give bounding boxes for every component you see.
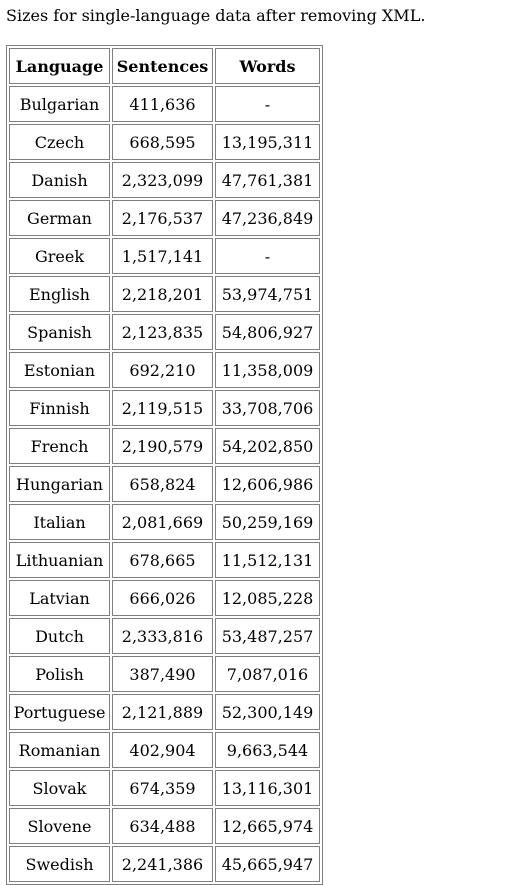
sentences-cell: 402,904	[112, 732, 213, 768]
sentences-cell: 692,210	[112, 352, 213, 388]
table-row: French 2,190,579 54,202,850	[9, 428, 320, 464]
table-row: Finnish 2,119,515 33,708,706	[9, 390, 320, 426]
words-cell: 47,236,849	[215, 200, 320, 236]
sentences-cell: 2,323,099	[112, 162, 213, 198]
language-cell: Latvian	[9, 580, 110, 616]
language-cell: Danish	[9, 162, 110, 198]
words-cell: 54,806,927	[215, 314, 320, 350]
table-row: Slovak 674,359 13,116,301	[9, 770, 320, 806]
language-cell: Estonian	[9, 352, 110, 388]
column-header-sentences: Sentences	[112, 48, 213, 84]
words-cell: -	[215, 238, 320, 274]
sentences-cell: 2,190,579	[112, 428, 213, 464]
language-cell: Greek	[9, 238, 110, 274]
sentences-cell: 1,517,141	[112, 238, 213, 274]
language-cell: Spanish	[9, 314, 110, 350]
sentences-cell: 634,488	[112, 808, 213, 844]
words-cell: 33,708,706	[215, 390, 320, 426]
words-cell: 12,665,974	[215, 808, 320, 844]
words-cell: -	[215, 86, 320, 122]
table-row: Latvian 666,026 12,085,228	[9, 580, 320, 616]
table-row: Spanish 2,123,835 54,806,927	[9, 314, 320, 350]
sentences-cell: 2,121,889	[112, 694, 213, 730]
language-cell: Polish	[9, 656, 110, 692]
words-cell: 11,512,131	[215, 542, 320, 578]
words-cell: 53,974,751	[215, 276, 320, 312]
table-row: Czech 668,595 13,195,311	[9, 124, 320, 160]
sentences-cell: 658,824	[112, 466, 213, 502]
sentences-cell: 2,218,201	[112, 276, 213, 312]
language-cell: Bulgarian	[9, 86, 110, 122]
column-header-language: Language	[9, 48, 110, 84]
table-row: Italian 2,081,669 50,259,169	[9, 504, 320, 540]
table-row: Lithuanian 678,665 11,512,131	[9, 542, 320, 578]
words-cell: 12,606,986	[215, 466, 320, 502]
table-header-row: Language Sentences Words	[9, 48, 320, 84]
table-row: Danish 2,323,099 47,761,381	[9, 162, 320, 198]
table-row: Estonian 692,210 11,358,009	[9, 352, 320, 388]
language-cell: Swedish	[9, 846, 110, 882]
table-row: Greek 1,517,141-	[9, 238, 320, 274]
language-sizes-table: Language Sentences Words Bulgarian 411,63…	[6, 45, 323, 885]
table-row: German 2,176,537 47,236,849	[9, 200, 320, 236]
language-cell: Dutch	[9, 618, 110, 654]
table-caption: Sizes for single-language data after rem…	[6, 6, 426, 25]
table-row: Swedish 2,241,386 45,665,947	[9, 846, 320, 882]
words-cell: 45,665,947	[215, 846, 320, 882]
words-cell: 9,663,544	[215, 732, 320, 768]
sentences-cell: 2,241,386	[112, 846, 213, 882]
words-cell: 52,300,149	[215, 694, 320, 730]
column-header-words: Words	[215, 48, 320, 84]
table-row: Hungarian 658,824 12,606,986	[9, 466, 320, 502]
words-cell: 53,487,257	[215, 618, 320, 654]
words-cell: 47,761,381	[215, 162, 320, 198]
language-cell: Finnish	[9, 390, 110, 426]
sentences-cell: 674,359	[112, 770, 213, 806]
words-cell: 50,259,169	[215, 504, 320, 540]
language-cell: German	[9, 200, 110, 236]
sentences-cell: 2,123,835	[112, 314, 213, 350]
sentences-cell: 387,490	[112, 656, 213, 692]
language-cell: Hungarian	[9, 466, 110, 502]
words-cell: 13,116,301	[215, 770, 320, 806]
sentences-cell: 666,026	[112, 580, 213, 616]
table-row: English 2,218,201 53,974,751	[9, 276, 320, 312]
words-cell: 12,085,228	[215, 580, 320, 616]
language-cell: Portuguese	[9, 694, 110, 730]
language-cell: English	[9, 276, 110, 312]
table-row: Portuguese 2,121,889 52,300,149	[9, 694, 320, 730]
language-cell: Italian	[9, 504, 110, 540]
table-row: Bulgarian 411,636-	[9, 86, 320, 122]
table-body: Bulgarian 411,636- Czech 668,595 13,195,311 D…	[9, 86, 320, 882]
language-cell: Czech	[9, 124, 110, 160]
language-cell: Slovak	[9, 770, 110, 806]
table-row: Polish 387,490 7,087,016	[9, 656, 320, 692]
words-cell: 13,195,311	[215, 124, 320, 160]
language-cell: French	[9, 428, 110, 464]
table-row: Dutch 2,333,816 53,487,257	[9, 618, 320, 654]
language-cell: Slovene	[9, 808, 110, 844]
sentences-cell: 2,119,515	[112, 390, 213, 426]
words-cell: 11,358,009	[215, 352, 320, 388]
sentences-cell: 2,081,669	[112, 504, 213, 540]
sentences-cell: 678,665	[112, 542, 213, 578]
sentences-cell: 411,636	[112, 86, 213, 122]
sentences-cell: 2,333,816	[112, 618, 213, 654]
table-row: Slovene 634,488 12,665,974	[9, 808, 320, 844]
table-row: Romanian 402,904 9,663,544	[9, 732, 320, 768]
sentences-cell: 668,595	[112, 124, 213, 160]
words-cell: 54,202,850	[215, 428, 320, 464]
language-cell: Lithuanian	[9, 542, 110, 578]
language-cell: Romanian	[9, 732, 110, 768]
words-cell: 7,087,016	[215, 656, 320, 692]
sentences-cell: 2,176,537	[112, 200, 213, 236]
